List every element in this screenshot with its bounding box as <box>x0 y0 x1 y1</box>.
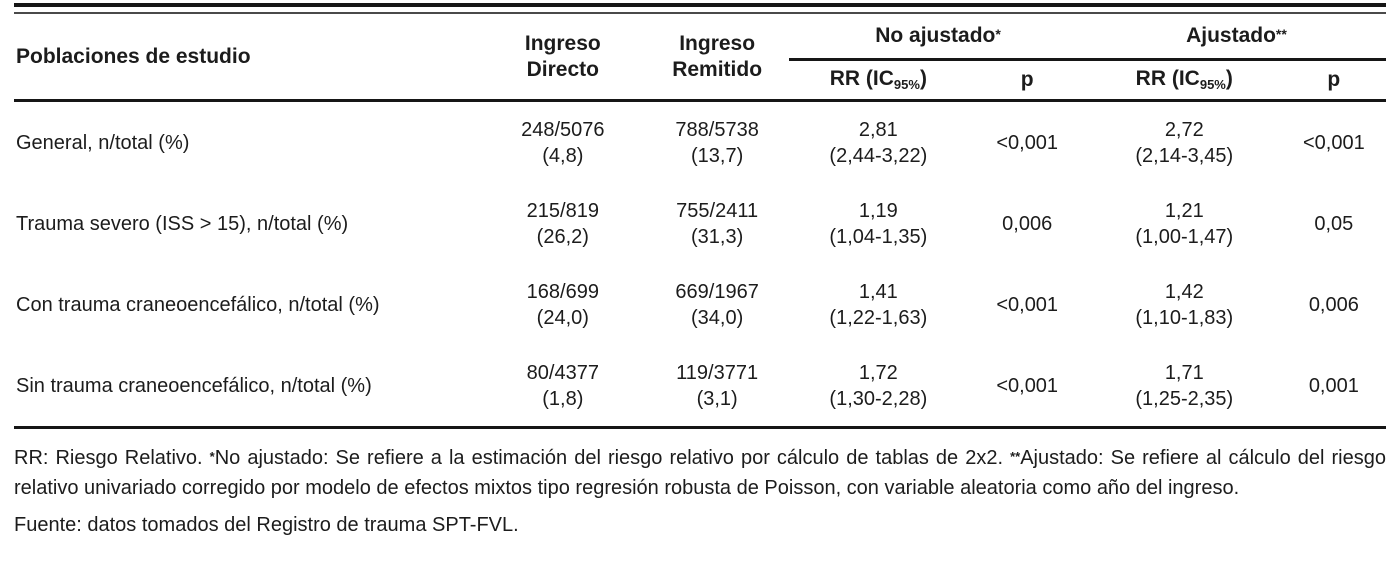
footnote-abbrev: RR: Riesgo Relativo. <box>14 447 210 469</box>
cell-p-adjusted: 0,001 <box>1281 345 1386 429</box>
cell-direct: 80/4377 (1,8) <box>480 345 646 429</box>
rr-ci-subscript: 95% <box>893 77 920 92</box>
footnote-unadjusted-definition: No ajustado: Se refiere a la estimación … <box>214 447 1011 469</box>
rr-label: RR (IC <box>829 67 894 90</box>
top-rule-secondary <box>14 12 1386 14</box>
cell-p-adjusted: 0,006 <box>1308 293 1359 316</box>
cell-direct: 248/5076 (4,8) <box>521 118 605 167</box>
cell-p-unadjusted: <0,001 <box>996 131 1059 154</box>
cell-p-unadjusted: 0,006 <box>1002 212 1053 235</box>
cell-referred: 119/3771 (3,1) <box>645 345 790 429</box>
group-header-adjusted-label: Ajustado <box>1186 24 1276 47</box>
column-header-p-unadjusted: p <box>967 59 1087 102</box>
column-header-direct-admission: Ingreso Directo <box>480 14 646 102</box>
header-row-groups: Poblaciones de estudio Ingreso Directo I… <box>14 14 1386 102</box>
cell-rr-unadjusted: 1,72 (1,30-2,28) <box>789 345 968 429</box>
column-header-referred-admission: Ingreso Remitido <box>645 14 790 102</box>
rr-label-suffix: ) <box>919 67 927 90</box>
footnote-text: RR: Riesgo Relativo. *No ajustado: Se re… <box>14 443 1386 503</box>
cell-referred: 788/5738 (13,7) <box>675 118 759 167</box>
footnote-asterisk-single: * <box>209 449 215 464</box>
table-row: Sin trauma craneoencefálico, n/total (%)… <box>14 345 1386 429</box>
relative-risk-table: Poblaciones de estudio Ingreso Directo I… <box>14 14 1386 429</box>
cell-rr-unadjusted: 2,81 (2,44-3,22) <box>829 118 928 167</box>
cell-direct: 168/699 (24,0) <box>526 280 599 329</box>
column-header-population: Poblaciones de estudio <box>14 14 481 102</box>
cell-population: Con trauma craneoencefálico, n/total (%) <box>16 293 380 316</box>
rr-label-suffix: ) <box>1225 67 1233 90</box>
cell-population: General, n/total (%) <box>16 131 190 154</box>
top-rule-primary <box>14 3 1386 7</box>
table-row: Con trauma craneoencefálico, n/total (%)… <box>14 264 1386 345</box>
footnote-adjusted-definition: Ajustado: Se refiere al cálculo del ries… <box>14 447 1386 499</box>
cell-rr-adjusted: 2,72 (2,14-3,45) <box>1135 118 1234 167</box>
cell-referred: 755/2411 (31,3) <box>676 199 759 248</box>
cell-rr-adjusted: 1,21 (1,00-1,47) <box>1135 199 1234 248</box>
header-row-measures: RR (IC95%) p RR (IC95%) p <box>14 59 1386 102</box>
column-header-p-adjusted: p <box>1281 59 1386 102</box>
cell-rr-unadjusted: 1,19 (1,04-1,35) <box>829 199 928 248</box>
cell-rr-adjusted: 1,71 (1,25-2,35) <box>1086 345 1282 429</box>
table-row: Trauma severo (ISS > 15), n/total (%) 21… <box>14 183 1386 264</box>
cell-rr-unadjusted: 1,41 (1,22-1,63) <box>829 280 928 329</box>
cell-p-unadjusted: <0,001 <box>996 293 1059 316</box>
column-header-rr-adjusted: RR (IC95%) <box>1086 59 1282 102</box>
group-header-unadjusted-label: No ajustado <box>875 24 996 47</box>
source-note: Fuente: datos tomados del Registro de tr… <box>14 514 519 536</box>
cell-p-adjusted: 0,05 <box>1314 212 1354 235</box>
rr-ci-subscript: 95% <box>1199 77 1226 92</box>
cell-p-unadjusted: <0,001 <box>967 345 1087 429</box>
unadjusted-asterisk: * <box>995 26 1001 42</box>
column-header-rr-unadjusted: RR (IC95%) <box>789 59 968 102</box>
table-row: General, n/total (%) 248/5076 (4,8) 788/… <box>14 101 1386 184</box>
cell-population: Sin trauma craneoencefálico, n/total (%) <box>14 345 481 429</box>
adjusted-asterisk: ** <box>1275 26 1287 42</box>
footnote-asterisk-double: ** <box>1010 449 1021 464</box>
cell-referred: 669/1967 (34,0) <box>675 280 759 329</box>
cell-population: Trauma severo (ISS > 15), n/total (%) <box>16 212 349 235</box>
cell-rr-adjusted: 1,42 (1,10-1,83) <box>1135 280 1234 329</box>
cell-p-adjusted: <0,001 <box>1302 131 1365 154</box>
group-header-unadjusted: No ajustado* <box>789 14 1087 61</box>
cell-direct: 215/819 (26,2) <box>526 199 599 248</box>
group-header-adjusted: Ajustado** <box>1086 14 1386 61</box>
rr-label: RR (IC <box>1135 67 1200 90</box>
